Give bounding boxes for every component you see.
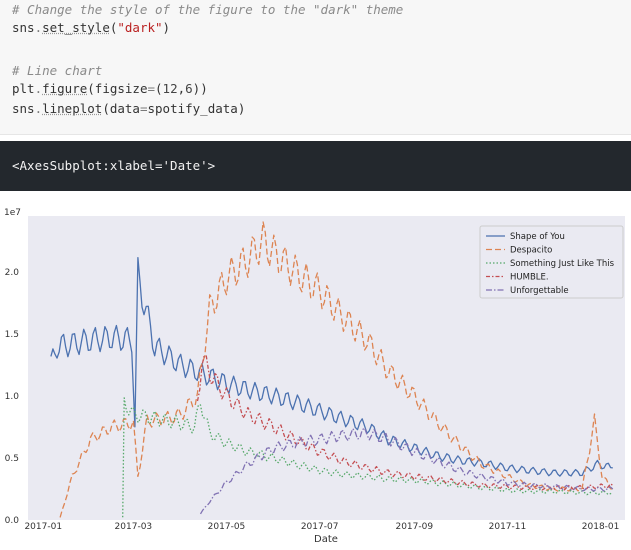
series-line [59,221,613,518]
code-token: ) [162,20,171,35]
code-token: = [147,81,156,96]
legend-label: Despacito [510,246,552,256]
code-token: figure [42,81,88,96]
code-line: plt.figure(figsize=(12,6)) [12,81,208,97]
code-line: # Line chart [12,63,102,79]
code-token: 6 [185,81,193,96]
legend-label: Something Just Like This [510,259,615,269]
legend-frame [479,225,624,299]
code-token: 12 [162,81,178,96]
code-token: (data [102,101,140,116]
legend-label: Unforgettable [510,286,569,296]
x-tick-label: 2018-01 [582,522,620,532]
code-token: sns [12,101,35,116]
code-line: sns.set_style("dark") [12,20,170,36]
x-axis-label: Date [314,534,338,545]
code-token: sns [12,20,35,35]
code-token: "dark" [117,20,163,35]
y-tick-label: 2.0 [5,268,20,278]
code-token: , [177,81,186,96]
line-chart: 2017-01 2017-03 2017-05 2017-07 2017-09 2017-… [4,208,625,545]
code-token: plt [12,81,35,96]
series-line [50,256,613,477]
code-token: ( [155,81,163,96]
code-token: # Line chart [12,63,103,78]
code-line: sns.lineplot(data=spotify_data) [12,101,245,117]
legend-label: HUMBLE. [510,273,549,283]
y-tick-label: 0.0 [5,516,20,526]
code-token: = [139,101,148,116]
code-line: # Change the style of the figure to the … [12,2,403,18]
legend: Shape of You Despacito Something Just Like… [479,225,624,299]
code-token: ) [237,101,246,116]
code-token: spotify_data [147,101,238,116]
code-cell[interactable]: # Change the style of the figure to the … [0,0,631,135]
code-token: lineplot [42,101,103,116]
code-token: . [34,81,43,96]
ticks-layer: 2017-01 2017-03 2017-05 2017-07 2017-09 2017-… [5,268,620,532]
code-token: set_style [42,20,110,35]
x-tick-label: 2017-07 [301,522,339,532]
series-line [122,397,614,518]
y-tick-label: 1.0 [5,392,20,402]
output-text: <AxesSubplot:xlabel='Date'> [12,158,216,173]
legend-label: Shape of You [510,232,565,242]
series-line [196,354,614,491]
series-line [199,427,614,515]
y-tick-label: 1.5 [5,330,19,340]
y-offset-label: 1e7 [4,208,21,218]
y-tick-label: 0.5 [5,454,19,464]
series-layer [50,221,614,518]
x-tick-label: 2017-09 [395,522,433,532]
output-area: <AxesSubplot:xlabel='Date'> [0,141,631,191]
x-tick-label: 2017-05 [208,522,246,532]
code-token: ( [109,20,118,35]
code-token: . [34,20,43,35]
x-tick-label: 2017-11 [489,522,527,532]
code-token: . [34,101,43,116]
x-tick-label: 2017-01 [24,522,62,532]
code-token: # Change the style of the figure to the … [12,2,404,17]
code-token: (figsize [87,81,148,96]
x-tick-label: 2017-03 [115,522,153,532]
code-token: )) [192,81,208,96]
